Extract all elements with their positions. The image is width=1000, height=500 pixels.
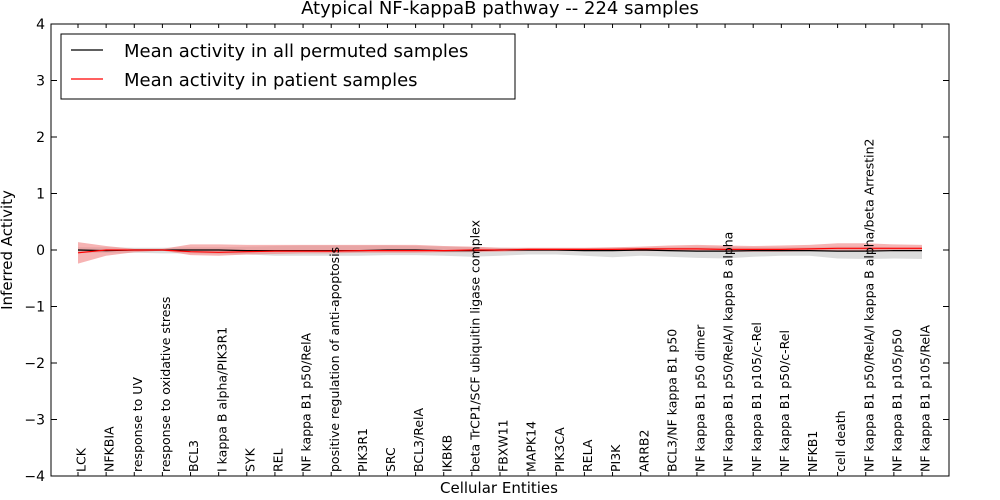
line-series-1 [77, 247, 922, 254]
category-label-17: PIK3CA [552, 427, 567, 472]
category-label-10: PIK3R1 [355, 428, 370, 472]
y-tick-label-1: −3 [24, 413, 45, 429]
category-label-23: NF kappa B1 p50/RelA/I kappa B alpha [721, 232, 736, 472]
y-tick-label-3: −1 [24, 300, 45, 316]
legend: Mean activity in all permuted samples Me… [60, 33, 516, 100]
y-tick-label-7: 3 [36, 74, 45, 90]
category-label-9: positive regulation of anti-apoptosis [327, 247, 342, 472]
legend-label-patient: Mean activity in patient samples [124, 70, 418, 91]
category-label-16: MAPK14 [524, 421, 539, 472]
category-label-19: PI3K [608, 444, 623, 472]
category-label-4: BCL3 [186, 440, 201, 472]
category-label-2: response to UV [130, 377, 145, 472]
x-axis-label: Cellular Entities [440, 479, 558, 497]
chart-title: Atypical NF-kappaB pathway -- 224 sample… [301, 0, 699, 19]
category-label-14: beta TrCP1/SCF ubiquitin ligase complex [467, 220, 482, 472]
band-series-1 [78, 242, 922, 264]
category-label-20: ARRB2 [636, 430, 651, 472]
category-label-8: NF kappa B1 p50/RelA [299, 332, 314, 472]
category-label-3: response to oxidative stress [158, 297, 173, 472]
y-tick-label-2: −2 [24, 356, 45, 372]
category-label-24: NF kappa B1 p105/c-Rel [749, 322, 764, 472]
category-label-21: BCL3/NF kappa B1 p50 [664, 329, 679, 472]
category-label-12: BCL3/RelA [411, 408, 426, 472]
legend-label-permuted: Mean activity in all permuted samples [124, 41, 468, 62]
category-label-22: NF kappa B1 p50 dimer [692, 324, 707, 472]
category-label-28: NF kappa B1 p50/RelA/I kappa B alpha/bet… [861, 139, 876, 473]
y-tick-label-5: 1 [36, 187, 45, 203]
plot-frame [50, 23, 950, 477]
category-labels: LCK NFKBIA response to UV response to oxida… [74, 24, 933, 476]
y-axis-label: Inferred Activity [0, 190, 16, 310]
category-label-7: REL [270, 448, 285, 472]
category-label-0: LCK [74, 447, 89, 472]
legend-box [60, 33, 516, 100]
y-tick-label-4: 0 [36, 243, 45, 259]
y-tick-label-8: 4 [36, 17, 45, 33]
category-label-29: NF kappa B1 p105/p50 [889, 329, 904, 472]
category-label-11: SRC [383, 447, 398, 472]
category-label-27: cell death [833, 410, 848, 472]
confidence-bands [78, 242, 922, 264]
category-label-5: I kappa B alpha/PIK3R1 [214, 327, 229, 472]
category-label-25: NF kappa B1 p50/c-Rel [777, 330, 792, 472]
y-tick-label-0: −4 [24, 469, 45, 485]
category-label-13: IKBKB [439, 435, 454, 472]
category-label-6: SYK [242, 447, 257, 472]
category-label-1: NFKBIA [102, 426, 117, 472]
series-lines [77, 247, 922, 254]
category-label-18: RELA [580, 439, 595, 472]
category-label-30: NF kappa B1 p105/RelA [918, 325, 933, 472]
category-label-15: FBXW11 [496, 419, 511, 472]
category-label-26: NFKB1 [805, 431, 820, 472]
y-tick-label-6: 2 [36, 130, 45, 146]
